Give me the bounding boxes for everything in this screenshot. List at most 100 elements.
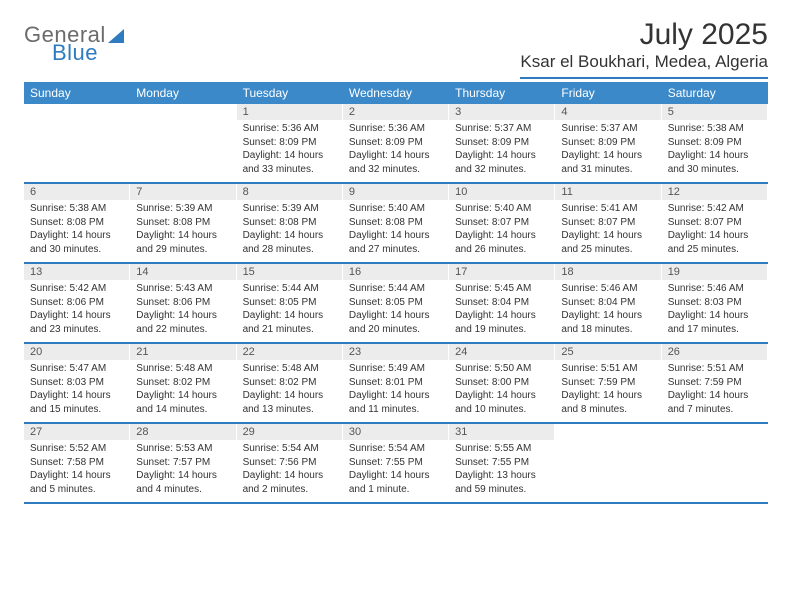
day-cell: 20Sunrise: 5:47 AMSunset: 8:03 PMDayligh… (24, 344, 130, 422)
day-body: Sunrise: 5:37 AMSunset: 8:09 PMDaylight:… (449, 120, 554, 180)
daylight-text: Daylight: 14 hours and 22 minutes. (136, 309, 229, 336)
sunset-text: Sunset: 8:08 PM (30, 216, 123, 230)
day-body: Sunrise: 5:40 AMSunset: 8:07 PMDaylight:… (449, 200, 554, 260)
daylight-text: Daylight: 14 hours and 11 minutes. (349, 389, 442, 416)
day-body: Sunrise: 5:48 AMSunset: 8:02 PMDaylight:… (237, 360, 342, 420)
sunrise-text: Sunrise: 5:38 AM (668, 122, 761, 136)
day-number: 26 (662, 344, 767, 360)
day-body (24, 108, 129, 114)
sunrise-text: Sunrise: 5:55 AM (455, 442, 548, 456)
daylight-text: Daylight: 14 hours and 29 minutes. (136, 229, 229, 256)
sunrise-text: Sunrise: 5:49 AM (349, 362, 442, 376)
sunrise-text: Sunrise: 5:51 AM (668, 362, 761, 376)
sunrise-text: Sunrise: 5:46 AM (668, 282, 761, 296)
dow-saturday: Saturday (662, 82, 768, 104)
daylight-text: Daylight: 14 hours and 4 minutes. (136, 469, 229, 496)
day-cell: 13Sunrise: 5:42 AMSunset: 8:06 PMDayligh… (24, 264, 130, 342)
day-body: Sunrise: 5:51 AMSunset: 7:59 PMDaylight:… (555, 360, 660, 420)
day-body (130, 108, 235, 114)
day-number: 22 (237, 344, 342, 360)
day-body: Sunrise: 5:50 AMSunset: 8:00 PMDaylight:… (449, 360, 554, 420)
sunset-text: Sunset: 8:06 PM (136, 296, 229, 310)
day-body: Sunrise: 5:51 AMSunset: 7:59 PMDaylight:… (662, 360, 767, 420)
daylight-text: Daylight: 14 hours and 30 minutes. (668, 149, 761, 176)
day-cell: 29Sunrise: 5:54 AMSunset: 7:56 PMDayligh… (237, 424, 343, 502)
sunset-text: Sunset: 8:08 PM (243, 216, 336, 230)
sunset-text: Sunset: 7:55 PM (349, 456, 442, 470)
sunrise-text: Sunrise: 5:48 AM (136, 362, 229, 376)
day-cell (24, 104, 130, 182)
day-body: Sunrise: 5:46 AMSunset: 8:04 PMDaylight:… (555, 280, 660, 340)
day-number: 27 (24, 424, 129, 440)
day-cell: 16Sunrise: 5:44 AMSunset: 8:05 PMDayligh… (343, 264, 449, 342)
sunrise-text: Sunrise: 5:37 AM (561, 122, 654, 136)
daylight-text: Daylight: 14 hours and 27 minutes. (349, 229, 442, 256)
day-body: Sunrise: 5:44 AMSunset: 8:05 PMDaylight:… (343, 280, 448, 340)
sunset-text: Sunset: 8:01 PM (349, 376, 442, 390)
daylight-text: Daylight: 14 hours and 25 minutes. (668, 229, 761, 256)
day-cell: 30Sunrise: 5:54 AMSunset: 7:55 PMDayligh… (343, 424, 449, 502)
logo-triangle-icon (108, 29, 124, 43)
day-number: 12 (662, 184, 767, 200)
day-cell: 10Sunrise: 5:40 AMSunset: 8:07 PMDayligh… (449, 184, 555, 262)
day-number: 31 (449, 424, 554, 440)
sunrise-text: Sunrise: 5:51 AM (561, 362, 654, 376)
day-number: 25 (555, 344, 660, 360)
day-number: 13 (24, 264, 129, 280)
day-number: 19 (662, 264, 767, 280)
day-number: 30 (343, 424, 448, 440)
sunset-text: Sunset: 8:02 PM (243, 376, 336, 390)
day-body: Sunrise: 5:38 AMSunset: 8:08 PMDaylight:… (24, 200, 129, 260)
weeks-container: 1Sunrise: 5:36 AMSunset: 8:09 PMDaylight… (24, 104, 768, 504)
day-number: 3 (449, 104, 554, 120)
day-cell: 14Sunrise: 5:43 AMSunset: 8:06 PMDayligh… (130, 264, 236, 342)
day-cell: 12Sunrise: 5:42 AMSunset: 8:07 PMDayligh… (662, 184, 768, 262)
sunrise-text: Sunrise: 5:38 AM (30, 202, 123, 216)
sunrise-text: Sunrise: 5:39 AM (243, 202, 336, 216)
daylight-text: Daylight: 14 hours and 13 minutes. (243, 389, 336, 416)
daylight-text: Daylight: 14 hours and 30 minutes. (30, 229, 123, 256)
daylight-text: Daylight: 14 hours and 14 minutes. (136, 389, 229, 416)
daylight-text: Daylight: 14 hours and 7 minutes. (668, 389, 761, 416)
day-body: Sunrise: 5:42 AMSunset: 8:06 PMDaylight:… (24, 280, 129, 340)
sunset-text: Sunset: 7:57 PM (136, 456, 229, 470)
day-number: 2 (343, 104, 448, 120)
sunrise-text: Sunrise: 5:40 AM (349, 202, 442, 216)
sunrise-text: Sunrise: 5:44 AM (349, 282, 442, 296)
day-body: Sunrise: 5:46 AMSunset: 8:03 PMDaylight:… (662, 280, 767, 340)
sunset-text: Sunset: 8:06 PM (30, 296, 123, 310)
sunrise-text: Sunrise: 5:44 AM (243, 282, 336, 296)
daylight-text: Daylight: 14 hours and 23 minutes. (30, 309, 123, 336)
day-body: Sunrise: 5:36 AMSunset: 8:09 PMDaylight:… (237, 120, 342, 180)
sunrise-text: Sunrise: 5:47 AM (30, 362, 123, 376)
daylight-text: Daylight: 14 hours and 10 minutes. (455, 389, 548, 416)
daylight-text: Daylight: 14 hours and 19 minutes. (455, 309, 548, 336)
day-body: Sunrise: 5:48 AMSunset: 8:02 PMDaylight:… (130, 360, 235, 420)
day-number: 4 (555, 104, 660, 120)
day-cell: 17Sunrise: 5:45 AMSunset: 8:04 PMDayligh… (449, 264, 555, 342)
day-body: Sunrise: 5:39 AMSunset: 8:08 PMDaylight:… (237, 200, 342, 260)
daylight-text: Daylight: 13 hours and 59 minutes. (455, 469, 548, 496)
daylight-text: Daylight: 14 hours and 5 minutes. (30, 469, 123, 496)
daylight-text: Daylight: 14 hours and 25 minutes. (561, 229, 654, 256)
day-number: 18 (555, 264, 660, 280)
header: General Blue July 2025 Ksar el Boukhari,… (24, 18, 768, 72)
week-row: 1Sunrise: 5:36 AMSunset: 8:09 PMDaylight… (24, 104, 768, 184)
week-row: 6Sunrise: 5:38 AMSunset: 8:08 PMDaylight… (24, 184, 768, 264)
day-number: 8 (237, 184, 342, 200)
sunrise-text: Sunrise: 5:39 AM (136, 202, 229, 216)
sunset-text: Sunset: 8:07 PM (668, 216, 761, 230)
sunset-text: Sunset: 8:04 PM (455, 296, 548, 310)
day-cell (555, 424, 661, 502)
day-cell: 5Sunrise: 5:38 AMSunset: 8:09 PMDaylight… (662, 104, 768, 182)
sunrise-text: Sunrise: 5:37 AM (455, 122, 548, 136)
sunrise-text: Sunrise: 5:36 AM (349, 122, 442, 136)
logo-word-2: Blue (52, 42, 124, 64)
week-row: 13Sunrise: 5:42 AMSunset: 8:06 PMDayligh… (24, 264, 768, 344)
day-cell: 22Sunrise: 5:48 AMSunset: 8:02 PMDayligh… (237, 344, 343, 422)
day-cell: 15Sunrise: 5:44 AMSunset: 8:05 PMDayligh… (237, 264, 343, 342)
daylight-text: Daylight: 14 hours and 31 minutes. (561, 149, 654, 176)
sunrise-text: Sunrise: 5:53 AM (136, 442, 229, 456)
day-cell: 28Sunrise: 5:53 AMSunset: 7:57 PMDayligh… (130, 424, 236, 502)
dow-sunday: Sunday (24, 82, 130, 104)
